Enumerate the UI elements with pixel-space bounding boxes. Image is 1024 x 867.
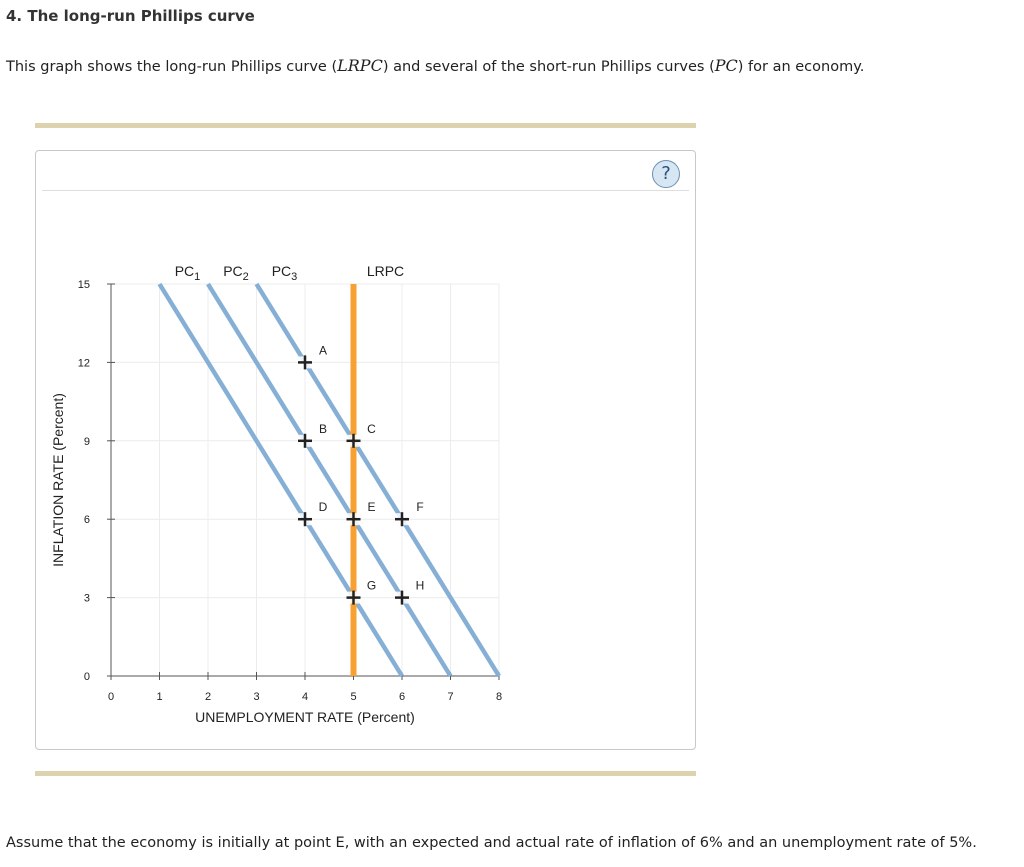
x-tick-label: 7: [447, 691, 453, 703]
point-label-g: G: [367, 579, 376, 593]
point-a: A: [298, 343, 327, 370]
y-axis-title: INFLATION RATE (Percent): [50, 393, 66, 567]
x-axis-title: UNEMPLOYMENT RATE (Percent): [195, 709, 415, 725]
help-button[interactable]: ?: [652, 160, 680, 188]
x-tick-label: 2: [205, 691, 211, 703]
intro-suffix: ) for an economy.: [737, 59, 865, 75]
x-tick-label: 8: [496, 691, 502, 703]
x-tick-label: 5: [350, 691, 356, 703]
y-tick-label: 3: [84, 593, 90, 605]
point-label-a: A: [319, 343, 327, 357]
y-tick-label: 9: [84, 436, 90, 448]
point-e: E: [346, 500, 376, 527]
x-tick-label: 1: [156, 691, 162, 703]
series-line-pc1: [157, 282, 404, 678]
point-h: H: [395, 579, 424, 605]
x-tick-label: 3: [253, 691, 259, 703]
point-g: G: [346, 579, 376, 605]
point-d: D: [298, 500, 328, 527]
question-footer: Assume that the economy is initially at …: [6, 835, 977, 851]
intro-middle: ) and several of the short-run Phillips …: [382, 59, 715, 75]
intro-prefix: This graph shows the long-run Phillips c…: [6, 59, 338, 75]
point-label-f: F: [416, 500, 423, 514]
divider-top: [35, 123, 696, 128]
point-c: C: [346, 422, 376, 448]
question-title: 4. The long-run Phillips curve: [6, 7, 255, 25]
series-label-lrpc: LRPC: [367, 263, 404, 279]
series-label-pc2: PC2: [223, 263, 249, 283]
point-b: B: [298, 422, 327, 448]
question-intro: This graph shows the long-run Phillips c…: [6, 56, 864, 75]
question-mark-icon: ?: [661, 163, 671, 184]
series-line-pc3: [254, 282, 501, 678]
y-tick-label: 15: [78, 279, 90, 291]
graph-panel: ? 0 1 2 3 4 5 6 7 8 0 3 6 9 12 15 UNEMPLOYMENT RATE (Pe…: [35, 150, 696, 750]
point-label-e: E: [367, 500, 375, 514]
x-tick-label: 4: [302, 691, 308, 703]
point-label-b: B: [319, 422, 327, 436]
y-tick-label: 12: [78, 357, 90, 369]
divider-bottom: [35, 771, 696, 776]
point-label-c: C: [367, 422, 376, 436]
lrpc-symbol: LRPC: [337, 56, 383, 75]
y-tick-label: 6: [84, 514, 90, 526]
series-label-pc3: PC3: [272, 263, 298, 283]
pc-symbol: PC: [714, 56, 738, 75]
series-line-pc2: [206, 282, 453, 678]
panel-header-divider: [42, 190, 689, 191]
chart-grid: [111, 283, 500, 676]
point-f: F: [395, 500, 424, 527]
y-tick-label: 0: [84, 671, 90, 683]
point-label-d: D: [319, 500, 328, 514]
x-tick-label: 0: [108, 691, 114, 703]
point-label-h: H: [416, 579, 425, 593]
series-label-pc1: PC1: [175, 263, 201, 283]
x-tick-label: 6: [399, 691, 405, 703]
